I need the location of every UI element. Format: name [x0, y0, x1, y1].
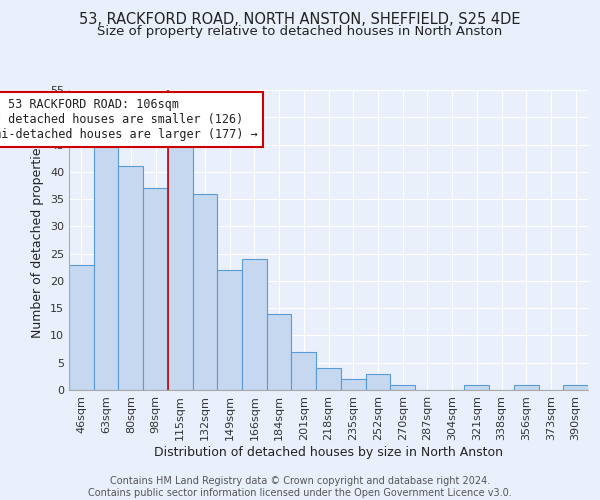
- Bar: [168, 144, 193, 390]
- Bar: [118, 166, 143, 390]
- Text: Contains public sector information licensed under the Open Government Licence v3: Contains public sector information licen…: [88, 488, 512, 498]
- Bar: [464, 384, 489, 390]
- Bar: [267, 314, 292, 390]
- Y-axis label: Number of detached properties: Number of detached properties: [31, 142, 44, 338]
- Bar: [341, 379, 365, 390]
- Bar: [143, 188, 168, 390]
- Bar: [316, 368, 341, 390]
- Text: 53, RACKFORD ROAD, NORTH ANSTON, SHEFFIELD, S25 4DE: 53, RACKFORD ROAD, NORTH ANSTON, SHEFFIE…: [79, 12, 521, 28]
- Text: 53 RACKFORD ROAD: 106sqm
← 41% of detached houses are smaller (126)
58% of semi-: 53 RACKFORD ROAD: 106sqm ← 41% of detach…: [0, 98, 257, 141]
- Bar: [94, 144, 118, 390]
- Bar: [514, 384, 539, 390]
- Bar: [193, 194, 217, 390]
- Bar: [563, 384, 588, 390]
- Bar: [390, 384, 415, 390]
- Bar: [242, 259, 267, 390]
- Bar: [217, 270, 242, 390]
- Text: Contains HM Land Registry data © Crown copyright and database right 2024.: Contains HM Land Registry data © Crown c…: [110, 476, 490, 486]
- Bar: [69, 264, 94, 390]
- X-axis label: Distribution of detached houses by size in North Anston: Distribution of detached houses by size …: [154, 446, 503, 458]
- Text: Size of property relative to detached houses in North Anston: Size of property relative to detached ho…: [97, 25, 503, 38]
- Bar: [292, 352, 316, 390]
- Bar: [365, 374, 390, 390]
